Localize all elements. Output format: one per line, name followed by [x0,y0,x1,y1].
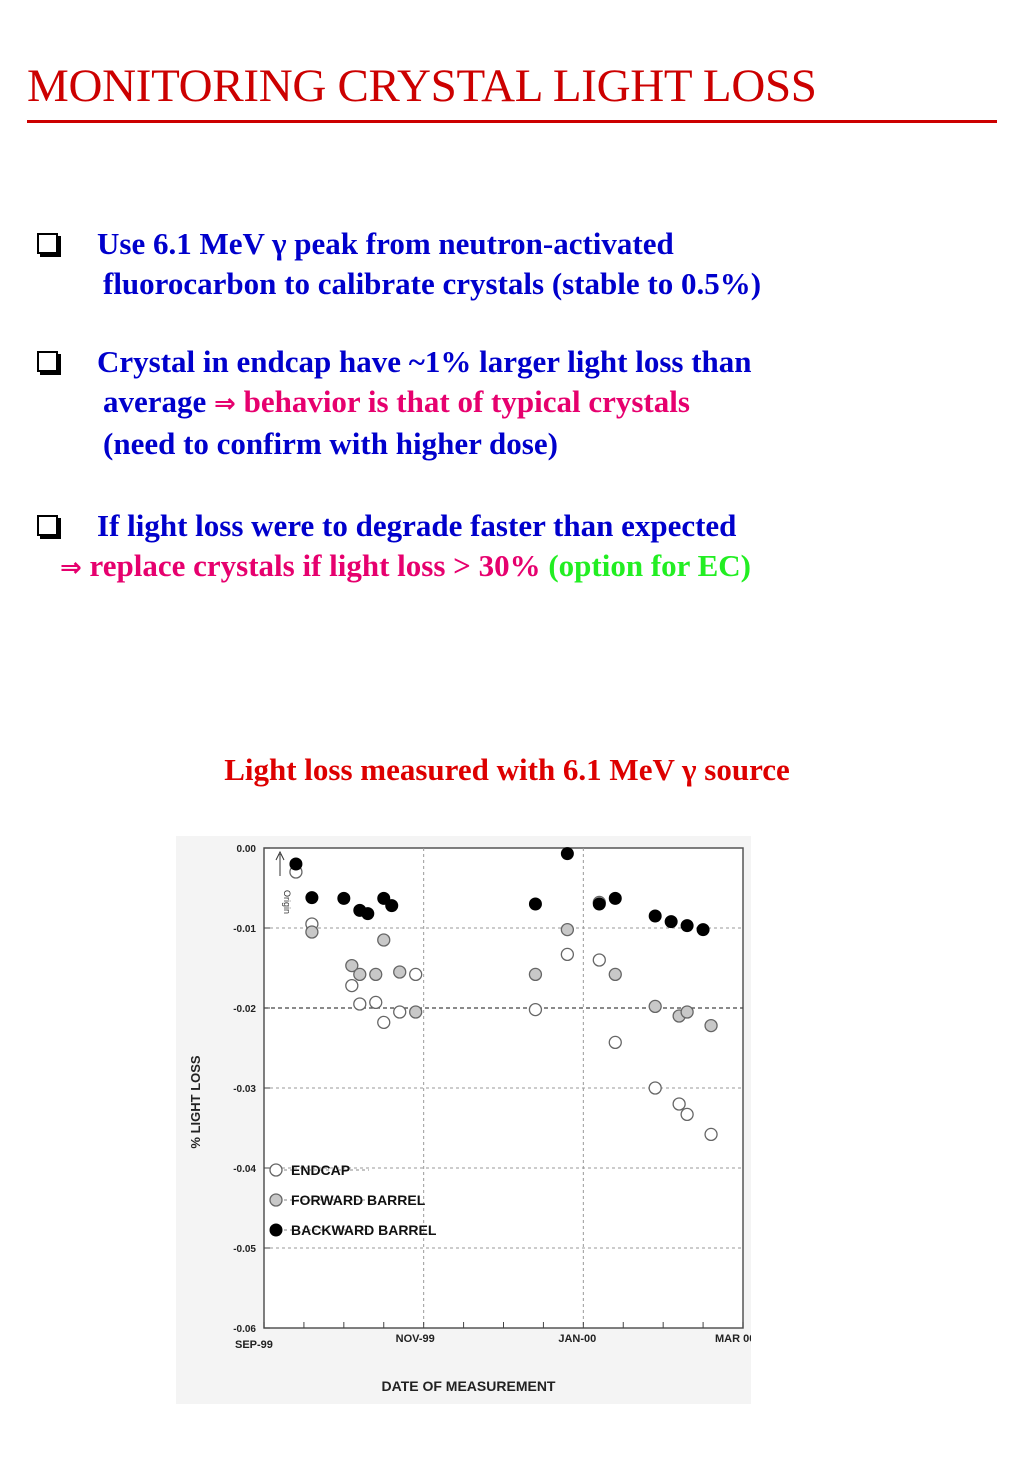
backward-barrel-point [560,847,574,861]
endcap-point [369,995,383,1010]
backward-barrel-point [680,919,694,933]
x-tick-label: JAN-00 [558,1333,596,1345]
forward-barrel-point [560,922,575,937]
endcap-point [672,1097,686,1111]
forward-barrel-point [393,965,407,979]
y-axis-title: % LIGHT LOSS [188,1055,203,1149]
y-tick-label: 0.00 [237,844,257,855]
x-axis-title: DATE OF MEASUREMENT [382,1378,556,1394]
bullet-line: Crystal in endcap have ~1% larger light … [97,344,752,379]
x-tick-label: SEP-99 [235,1339,273,1351]
endcap-point [608,1035,622,1050]
bullet-line: average ⇒ behavior is that of typical cr… [37,382,752,424]
forward-barrel-point [648,999,662,1014]
forward-barrel-point [369,967,383,982]
forward-barrel-point [608,967,622,982]
bullet-line: (need to confirm with higher dose) [103,426,558,461]
backward-barrel-point [377,891,391,905]
bullet-line: If light loss were to degrade faster tha… [97,508,737,543]
bullet-text: average [103,384,207,419]
legend-marker [269,1193,283,1207]
endcap-point [409,967,423,982]
bullet-option-note: (option for EC) [548,548,751,583]
bullet-emphasis: replace crystals if light loss > 30% [89,548,541,583]
backward-barrel-point [696,923,710,937]
x-tick-label: MAR 00 [715,1333,751,1345]
y-tick-label: -0.04 [233,1164,256,1175]
implies-arrow-icon: ⇒ [60,553,82,583]
checkbox-icon [37,515,58,536]
bullet-endcap-loss: Crystal in endcap have ~1% larger light … [37,342,752,464]
endcap-point [648,1081,662,1095]
forward-barrel-point [353,967,367,982]
backward-barrel-point [664,915,678,929]
bullet-line: fluorocarbon to calibrate crystals (stab… [103,266,762,301]
forward-barrel-point [704,1018,718,1033]
endcap-point [345,978,359,993]
backward-barrel-point [361,907,375,921]
forward-barrel-point [680,1005,694,1019]
endcap-point [680,1107,694,1122]
origin-arrow-head-icon [275,850,285,861]
origin-label: Origin [282,890,292,914]
checkbox-icon [37,233,58,254]
y-tick-label: -0.03 [233,1084,256,1095]
legend-marker [269,1223,283,1237]
y-tick-label: -0.01 [233,924,256,935]
light-loss-chart: 0.00 -0.01 -0.02 -0.03 -0.04 -0.05 -0.06 SEP-99… [176,836,755,1404]
bullet-replacement: If light loss were to degrade faster tha… [37,506,751,588]
bullet-line: Use 6.1 MeV γ peak from neutron-activate… [97,226,674,261]
backward-barrel-point [337,891,351,905]
y-tick-label: -0.02 [233,1004,256,1015]
legend-label: FORWARD BARREL [291,1192,426,1208]
bullet-emphasis: behavior is that of typical crystals [243,384,690,419]
backward-barrel-point [648,909,662,923]
backward-barrel-point [289,857,303,871]
y-tick-label: -0.06 [233,1324,256,1335]
endcap-point [592,953,606,967]
endcap-point [704,1127,718,1142]
endcap-point [393,1005,407,1019]
chart-caption: Light loss measured with 6.1 MeV γ sourc… [224,752,790,787]
legend-label: ENDCAP [291,1162,350,1178]
checkbox-icon [37,351,58,372]
page-title: MONITORING CRYSTAL LIGHT LOSS [27,60,817,112]
endcap-point [560,947,575,962]
legend-marker [269,1163,283,1177]
forward-barrel-point [305,925,319,939]
x-tick-label: NOV-99 [396,1333,435,1345]
forward-barrel-point [345,958,359,973]
backward-barrel-point [385,899,399,913]
backward-barrel-point [528,897,542,911]
forward-barrel-point [409,1005,423,1019]
endcap-point [353,997,367,1011]
endcap-point [377,1015,391,1030]
chart-svg: 0.00 -0.01 -0.02 -0.03 -0.04 -0.05 -0.06 SEP-99… [188,844,755,1394]
backward-barrel-point [592,897,606,911]
legend-label: BACKWARD BARREL [291,1222,437,1238]
endcap-point [528,1002,543,1017]
forward-barrel-point [528,967,543,982]
forward-barrel-point [377,933,391,947]
bullet-line: ⇒ replace crystals if light loss > 30% (… [37,546,751,588]
backward-barrel-point [305,891,319,905]
bullet-calibration: Use 6.1 MeV γ peak from neutron-activate… [37,224,761,304]
title-underline [27,120,997,123]
backward-barrel-point [608,891,622,905]
implies-arrow-icon: ⇒ [214,389,236,419]
y-tick-label: -0.05 [233,1244,256,1255]
